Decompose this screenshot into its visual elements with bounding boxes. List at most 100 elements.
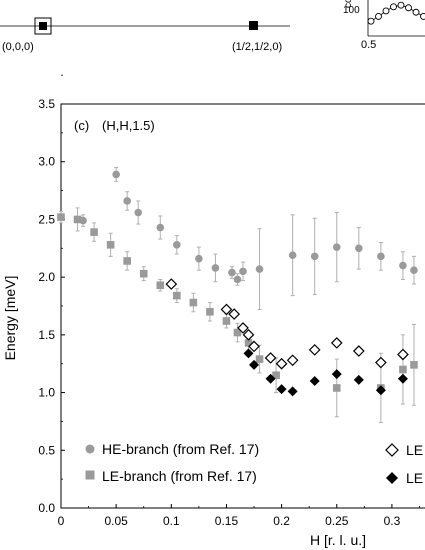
origin-open-square <box>34 17 52 35</box>
legend-open-diamond-label: LE <box>406 442 423 458</box>
filled-diamond-point <box>309 376 320 387</box>
filled-diamond-point <box>375 385 386 396</box>
legend-he-label: HE-branch (from Ref. 17) <box>102 441 259 457</box>
open-diamond-point <box>397 348 409 361</box>
open-diamond-point <box>237 322 249 334</box>
open-diamond-point <box>375 356 387 369</box>
he-branch-point <box>332 243 341 251</box>
le-branch-point <box>156 281 165 290</box>
open-diamond-point <box>242 329 255 341</box>
legend-filled-diamond-marker <box>386 472 398 484</box>
legend: HE-branch (from Ref. 17) LE-branch (from… <box>85 441 423 486</box>
x-axis-ticks: 0 0.05 0.1 0.15 0.2 0.25 0.3 <box>58 504 420 528</box>
zone-boundary-label: (1/2,1/2,0) <box>232 41 282 53</box>
y-tick-label: 0.5 <box>38 443 55 457</box>
y-tick-label: 3.5 <box>38 97 55 111</box>
x-tick-label: 0 <box>58 514 65 528</box>
le-branch-point <box>90 228 98 236</box>
legend-le-label: LE-branch (from Ref. 17) <box>102 468 257 484</box>
he-branch-point <box>255 265 264 273</box>
he-branch-point <box>239 267 247 276</box>
inset-y-label-fragment: co <box>343 0 354 8</box>
he-branch-point <box>377 252 385 261</box>
y-tick-label: 1.5 <box>38 328 55 342</box>
legend-filled-diamond-label: LE <box>406 470 423 486</box>
inset-y-tick: 100 <box>343 5 360 16</box>
inset-point <box>382 7 390 15</box>
open-diamond-point <box>264 352 277 364</box>
filled-diamond-point <box>265 373 276 384</box>
x-axis-label: H [r. l. u.] <box>310 532 366 548</box>
he-branch-point <box>310 252 319 261</box>
he-branch-point <box>112 170 120 179</box>
filled-diamond-point <box>243 348 254 359</box>
he-branch-point <box>195 254 203 263</box>
le-branch-point <box>173 291 181 300</box>
open-diamond-point <box>286 354 299 367</box>
open-diamond-point <box>352 345 365 357</box>
legend-le-marker <box>85 470 95 480</box>
le-branch-point <box>255 355 264 363</box>
x-tick-label: 0.2 <box>273 514 290 528</box>
he-branch-point <box>123 197 131 205</box>
y-axis-label: Energy [meV] <box>2 276 18 361</box>
he-branch-point <box>134 208 143 217</box>
le-branch-point <box>73 215 82 224</box>
he-branch-point <box>355 244 363 253</box>
x-tick-label: 0.15 <box>215 514 239 528</box>
inset-panel: co 100 0.5 <box>343 0 425 51</box>
inset-point <box>375 12 382 20</box>
data-layer <box>57 166 418 424</box>
inset-point <box>420 12 425 20</box>
origin-filled-square <box>39 22 47 30</box>
le-branch-point <box>57 213 65 221</box>
main-chart: 0.0 0.5 1.0 1.5 2.0 2.5 3.0 3.5 0 0.05 0.1 0.15 0.2… <box>2 74 425 548</box>
inset-point <box>390 3 397 11</box>
he-branch-point <box>228 268 236 277</box>
filled-diamond-point <box>249 359 260 370</box>
panel-label: (c) <box>74 118 89 133</box>
zone-boundary-square <box>249 21 258 30</box>
y-tick-label: 2.5 <box>38 212 55 226</box>
inset-point <box>405 4 412 12</box>
open-diamond-point <box>275 357 288 370</box>
inset-points <box>367 1 425 25</box>
inset-point <box>412 8 420 16</box>
open-diamond-point <box>330 337 343 349</box>
he-branch-point <box>156 223 165 232</box>
legend-open-diamond-marker <box>385 443 399 457</box>
top-panel: (0,0,0) (1/2,1/2,0) <box>0 17 290 53</box>
inset-x-tick: 0.5 <box>361 39 376 51</box>
y-tick-label: 1.0 <box>38 386 55 400</box>
filled-diamond-point <box>287 386 298 397</box>
he-branch-point <box>410 266 418 275</box>
series-2 <box>165 278 409 370</box>
he-branch-point <box>173 241 181 249</box>
he-branch-point <box>399 261 407 270</box>
x-tick-label: 0.05 <box>104 514 128 528</box>
le-branch-point <box>189 298 198 307</box>
le-branch-point <box>106 241 115 249</box>
le-branch-point <box>399 365 407 374</box>
y-tick-label: 2.0 <box>38 270 55 284</box>
y-tick-label: 0.0 <box>38 501 55 515</box>
filled-diamond-point <box>331 369 342 380</box>
filled-diamond-point <box>397 373 408 384</box>
le-branch-point <box>332 384 341 392</box>
le-branch-point <box>410 361 418 369</box>
inset-point <box>367 17 375 25</box>
he-branch-point <box>288 251 297 260</box>
le-branch-point <box>233 328 242 337</box>
he-branch-point <box>211 264 220 272</box>
open-diamond-point <box>308 344 321 356</box>
open-diamond-point <box>248 340 260 353</box>
open-diamond-point <box>165 278 178 290</box>
y-tick-label: 3.0 <box>38 155 55 169</box>
le-branch-point <box>272 371 280 380</box>
he-branch-point <box>233 275 242 284</box>
filled-diamond-point <box>276 384 287 395</box>
open-diamond-point <box>228 308 241 320</box>
le-branch-point <box>123 257 131 265</box>
x-tick-label: 0.25 <box>325 514 349 528</box>
chart-title: (H,H,1.5) <box>102 118 155 133</box>
